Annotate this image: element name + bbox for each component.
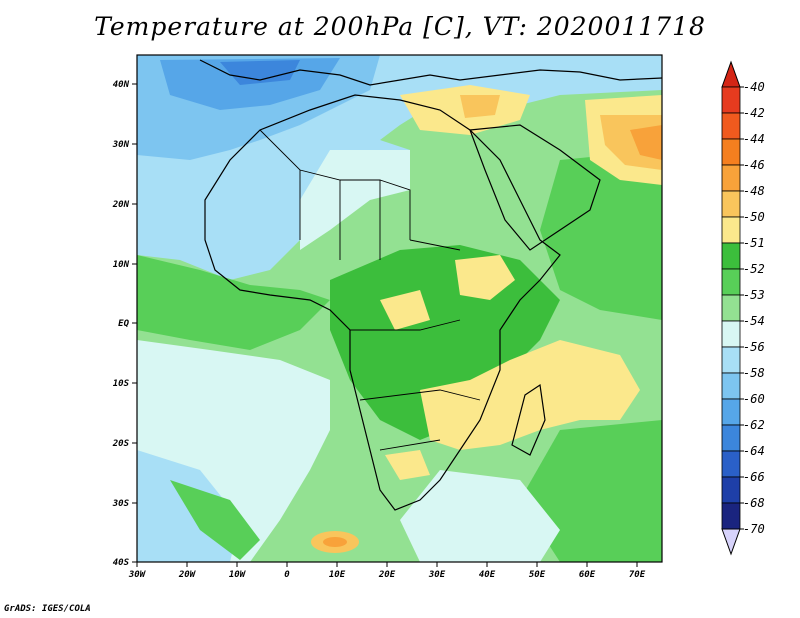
country-borders bbox=[259, 129, 481, 451]
lon-ticks bbox=[136, 562, 638, 567]
lon-label-0: 0 bbox=[284, 570, 290, 580]
lon-label-30w: 30W bbox=[128, 570, 147, 580]
lat-label-20n: 20N bbox=[112, 200, 130, 210]
colorbar-segments bbox=[721, 86, 741, 530]
arabia-coastline bbox=[469, 124, 601, 251]
lon-label-30e: 30E bbox=[428, 570, 446, 580]
colorbar: -40 -42 -44 -46 -48 -50 -51 -52 -53 -54 -56 -58 -60 -… bbox=[721, 60, 765, 556]
lon-label-70e: 70E bbox=[629, 570, 646, 580]
colorbar-segment bbox=[721, 450, 741, 478]
lat-label-20s: 20S bbox=[112, 439, 130, 449]
warm-patch-horn bbox=[455, 255, 515, 300]
lon-label-40e: 40E bbox=[479, 570, 496, 580]
green-band-atlantic bbox=[137, 255, 330, 350]
lat-label-10s: 10S bbox=[113, 379, 130, 389]
colorbar-segment bbox=[721, 216, 741, 244]
colorbar-label: -40 bbox=[743, 80, 765, 94]
colorbar-segment bbox=[721, 476, 741, 504]
colorbar-label: -66 bbox=[743, 470, 765, 484]
colorbar-label: -42 bbox=[743, 106, 765, 120]
grads-credit: GrADS: IGES/COLA bbox=[4, 604, 91, 614]
colorbar-label: -46 bbox=[743, 158, 765, 172]
colorbar-segment bbox=[721, 398, 741, 426]
warm-region-iran-core bbox=[630, 125, 662, 160]
pale-region-southeast bbox=[400, 470, 560, 562]
colorbar-label: -60 bbox=[743, 392, 765, 406]
map-title: Temperature at 200hPa [C], VT: 202001171… bbox=[94, 12, 706, 41]
lat-label-eq: EQ bbox=[118, 319, 129, 329]
colorbar-segment bbox=[721, 346, 741, 374]
green-streak-southwest bbox=[170, 480, 260, 560]
colorbar-label: -62 bbox=[743, 418, 765, 432]
lat-label-30n: 30N bbox=[112, 140, 130, 150]
colorbar-labels: -40 -42 -44 -46 -48 -50 -51 -52 -53 -54 -56 -58 -60 -… bbox=[740, 80, 765, 536]
lon-label-10w: 10W bbox=[229, 570, 247, 580]
colorbar-label: -56 bbox=[743, 340, 765, 354]
lat-label-40n: 40N bbox=[113, 80, 130, 90]
colorbar-bottom-arrow bbox=[721, 528, 741, 556]
warm-patch-southeast bbox=[420, 340, 640, 450]
colorbar-label: -51 bbox=[743, 236, 765, 250]
colorbar-label: -48 bbox=[743, 184, 765, 198]
lat-ticks bbox=[132, 83, 137, 563]
lat-label-10n: 10N bbox=[113, 260, 130, 270]
colorbar-segment bbox=[721, 294, 741, 322]
lon-label-20e: 20E bbox=[378, 570, 396, 580]
colorbar-segment bbox=[721, 190, 741, 218]
lon-label-50e: 50E bbox=[529, 570, 546, 580]
map-plot bbox=[137, 55, 662, 562]
europe-coastline bbox=[199, 59, 662, 86]
lat-label-30s: 30S bbox=[112, 499, 130, 509]
warm-patch-congo bbox=[380, 290, 430, 330]
colorbar-label: -68 bbox=[743, 496, 765, 510]
map-frame bbox=[136, 54, 663, 563]
colorbar-segment bbox=[721, 372, 741, 400]
colorbar-segment bbox=[721, 242, 741, 270]
colorbar-label: -64 bbox=[743, 444, 765, 458]
colorbar-segment bbox=[721, 424, 741, 452]
lon-label-20w: 20W bbox=[178, 570, 197, 580]
warm-patch-south bbox=[385, 450, 430, 480]
colorbar-label: -58 bbox=[743, 366, 765, 380]
colorbar-segment bbox=[721, 86, 741, 114]
madagascar-coastline bbox=[511, 383, 546, 456]
colorbar-segment bbox=[721, 320, 741, 348]
green-region-indian-ocean bbox=[540, 150, 662, 320]
colorbar-top-arrow bbox=[721, 60, 741, 88]
warm-region-central bbox=[330, 245, 560, 440]
colorbar-segment bbox=[721, 502, 741, 530]
colorbar-segment bbox=[721, 112, 741, 140]
warm-spot-south-atlantic-inner bbox=[323, 537, 347, 547]
lon-label-10e: 10E bbox=[329, 570, 346, 580]
colorbar-label: -52 bbox=[743, 262, 765, 276]
warm-region-mideast-orange bbox=[460, 95, 500, 118]
lon-label-60e: 60E bbox=[579, 570, 596, 580]
colorbar-label: -53 bbox=[743, 288, 765, 302]
colorbar-segment bbox=[721, 164, 741, 192]
africa-coastline bbox=[204, 94, 561, 511]
colorbar-label: -44 bbox=[743, 132, 765, 146]
colorbar-segment bbox=[721, 138, 741, 166]
lat-label-40s: 40S bbox=[113, 558, 130, 568]
colorbar-label: -54 bbox=[743, 314, 765, 328]
colorbar-label: -70 bbox=[743, 522, 765, 536]
colorbar-label: -50 bbox=[743, 210, 765, 224]
pale-region-sahara bbox=[300, 150, 410, 250]
colorbar-segment bbox=[721, 268, 741, 296]
cold-region-core-2 bbox=[220, 60, 300, 85]
